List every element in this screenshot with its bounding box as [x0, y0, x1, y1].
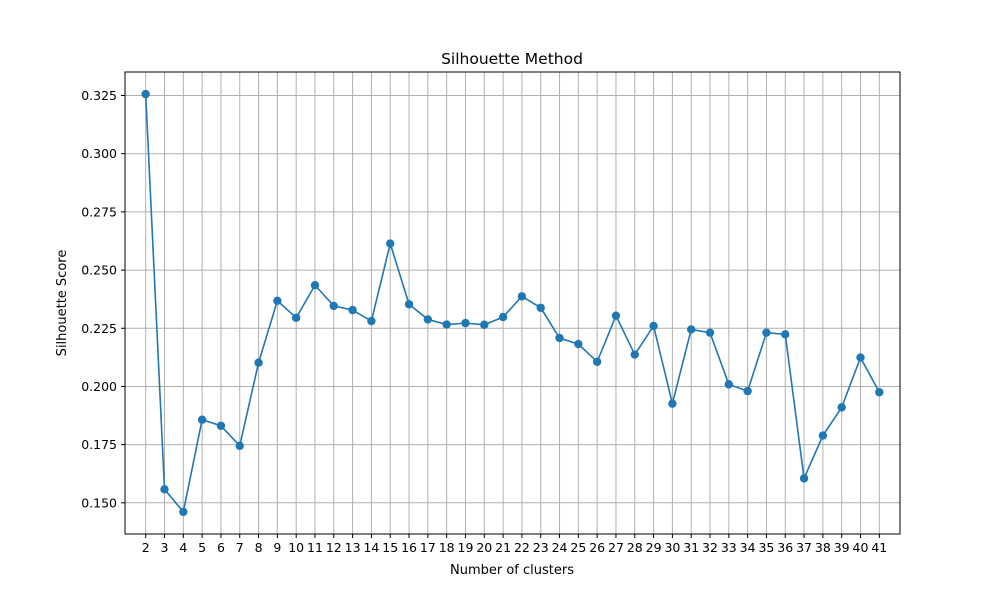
data-point	[442, 320, 451, 329]
data-point	[404, 300, 414, 309]
data-point	[386, 239, 395, 248]
y-tick-label: 0.300	[81, 146, 117, 161]
data-point	[141, 89, 150, 99]
series-layer	[141, 89, 884, 517]
x-tick-label: 19	[458, 540, 474, 555]
x-tick-label: 10	[288, 540, 304, 555]
data-point	[517, 292, 527, 301]
data-point	[762, 328, 771, 337]
x-tick-label: 18	[439, 540, 455, 555]
data-point	[254, 358, 263, 367]
x-tick-label: 34	[740, 540, 756, 555]
x-tick-label: 17	[420, 540, 436, 555]
data-point	[498, 312, 508, 322]
x-tick-label: 32	[702, 540, 718, 555]
data-point	[273, 296, 282, 305]
y-tick-label: 0.250	[81, 263, 117, 278]
plot-frame	[124, 71, 901, 535]
data-point	[536, 303, 545, 312]
x-tick-label: 38	[815, 540, 831, 555]
x-tick-label: 41	[871, 540, 887, 555]
y-tick-label: 0.200	[81, 379, 117, 394]
x-tick-label: 16	[401, 540, 417, 555]
data-point	[574, 339, 583, 349]
x-tick-label: 20	[476, 540, 492, 555]
data-point	[743, 386, 752, 396]
x-tick-label: 5	[198, 540, 206, 555]
data-point	[668, 399, 677, 408]
data-point	[160, 485, 169, 494]
x-tick-label: 26	[589, 540, 605, 555]
data-point	[837, 403, 846, 412]
x-axis-label: Number of clusters	[450, 563, 574, 578]
x-tick-label: 9	[273, 540, 281, 555]
data-point	[799, 474, 809, 483]
data-point	[856, 353, 865, 362]
x-tick-label: 25	[570, 540, 586, 555]
grid-lines	[125, 72, 900, 534]
series-line	[144, 94, 881, 514]
x-tick-label: 35	[758, 540, 774, 555]
y-tick-label: 0.175	[81, 437, 117, 452]
x-tick-label: 11	[307, 540, 323, 555]
x-tick-label: 31	[683, 540, 699, 555]
x-tick-label: 12	[326, 540, 342, 555]
data-point	[329, 301, 338, 311]
x-tick-label: 15	[382, 540, 398, 555]
x-tick-label: 6	[217, 540, 225, 555]
x-tick-label: 29	[646, 540, 662, 555]
data-point	[423, 315, 433, 324]
x-tick-label: 33	[721, 540, 737, 555]
data-point	[630, 350, 639, 359]
x-tick-label: 24	[552, 540, 568, 555]
x-tick-label: 37	[796, 540, 812, 555]
x-tick-label: 40	[853, 540, 869, 555]
data-point	[781, 330, 790, 339]
data-point	[235, 441, 244, 450]
y-tick-label: 0.225	[81, 321, 117, 336]
y-tick-label: 0.150	[81, 495, 117, 510]
data-point	[818, 431, 828, 440]
data-point	[348, 305, 357, 315]
data-point	[367, 316, 376, 326]
chart-title: Silhouette Method	[441, 50, 583, 68]
x-axis-ticks: 2 3 4 5 6 7 8 9 10 11 12 13 14 15 16 17 18 19 20 21 22 23 24 25…	[142, 534, 887, 555]
x-tick-label: 27	[608, 540, 624, 555]
data-point	[592, 357, 602, 366]
data-point	[480, 320, 489, 329]
data-point	[875, 388, 884, 397]
x-tick-label: 36	[777, 540, 793, 555]
data-point	[310, 280, 320, 290]
y-axis-ticks: 0.150 0.175 0.200 0.225 0.250 0.275 0.300 0.325	[81, 88, 125, 510]
x-tick-label: 30	[664, 540, 680, 555]
data-point	[555, 333, 564, 343]
x-tick-label: 21	[495, 540, 511, 555]
x-tick-label: 39	[834, 540, 850, 555]
data-point	[461, 318, 470, 328]
y-tick-label: 0.275	[81, 204, 117, 219]
x-tick-label: 22	[514, 540, 530, 555]
x-tick-label: 3	[161, 540, 169, 555]
x-tick-label: 14	[363, 540, 379, 555]
data-point	[724, 380, 734, 389]
x-tick-label: 2	[142, 540, 150, 555]
data-point	[197, 415, 207, 424]
data-point	[291, 313, 301, 322]
data-point	[179, 507, 188, 517]
x-tick-label: 7	[236, 540, 244, 555]
data-point	[216, 421, 226, 430]
data-point	[687, 325, 696, 334]
x-tick-label: 8	[255, 540, 263, 555]
x-tick-label: 28	[627, 540, 643, 555]
x-tick-label: 4	[179, 540, 187, 555]
y-axis-label: Silhouette Score	[55, 250, 70, 357]
x-tick-label: 23	[533, 540, 549, 555]
data-point	[611, 311, 621, 320]
data-point	[705, 328, 715, 337]
x-tick-label: 13	[345, 540, 361, 555]
data-point	[649, 321, 658, 331]
y-tick-label: 0.325	[81, 88, 117, 103]
